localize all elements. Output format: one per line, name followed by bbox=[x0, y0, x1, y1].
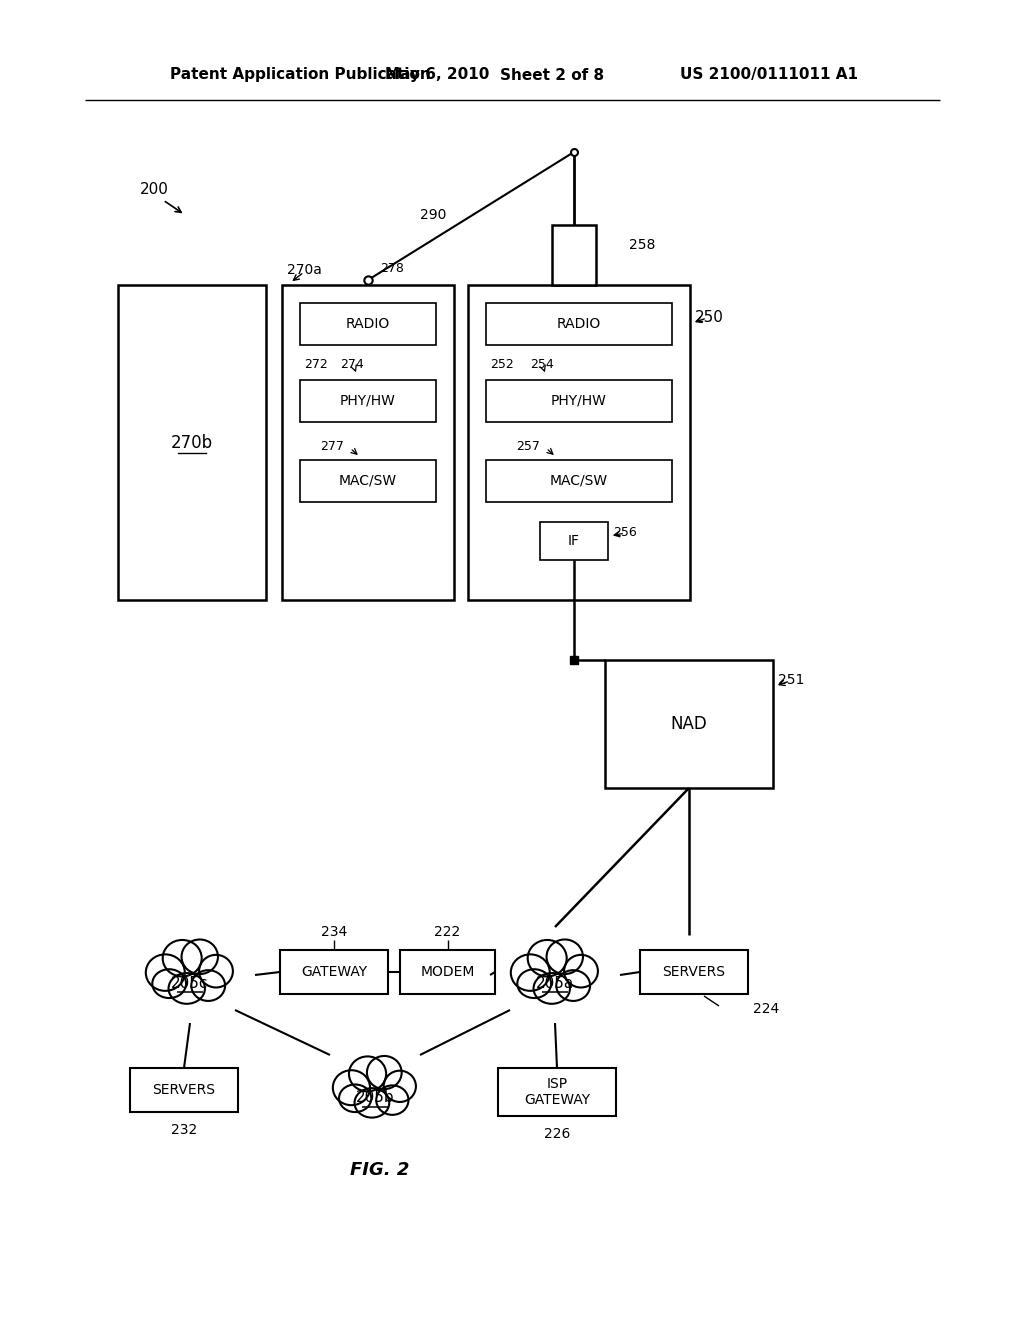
Text: MAC/SW: MAC/SW bbox=[550, 474, 608, 488]
Text: 252: 252 bbox=[490, 359, 514, 371]
Bar bbox=[640, 950, 748, 994]
Text: FIG. 2: FIG. 2 bbox=[350, 1162, 410, 1179]
Bar bbox=[338, 1067, 413, 1113]
Text: 250: 250 bbox=[695, 309, 724, 325]
Bar bbox=[300, 459, 436, 502]
Text: SERVERS: SERVERS bbox=[663, 965, 725, 979]
Text: GATEWAY: GATEWAY bbox=[301, 965, 367, 979]
Ellipse shape bbox=[153, 969, 186, 998]
Bar bbox=[151, 950, 229, 999]
Text: 234: 234 bbox=[321, 925, 347, 939]
Text: RADIO: RADIO bbox=[557, 317, 601, 331]
Text: SERVERS: SERVERS bbox=[153, 1082, 215, 1097]
Text: IF: IF bbox=[568, 535, 580, 548]
Text: MAC/SW: MAC/SW bbox=[339, 474, 397, 488]
Text: Sheet 2 of 8: Sheet 2 of 8 bbox=[500, 67, 604, 82]
Text: 251: 251 bbox=[778, 673, 805, 686]
Text: 274: 274 bbox=[340, 359, 364, 371]
Text: 224: 224 bbox=[753, 1002, 779, 1016]
Bar bbox=[552, 224, 596, 285]
Text: 205a: 205a bbox=[536, 975, 574, 990]
Text: 200: 200 bbox=[140, 182, 169, 198]
Ellipse shape bbox=[333, 1071, 370, 1105]
Text: 232: 232 bbox=[171, 1123, 198, 1137]
Text: 257: 257 bbox=[516, 441, 540, 454]
Ellipse shape bbox=[191, 970, 225, 1001]
Bar bbox=[400, 950, 495, 994]
Text: 256: 256 bbox=[613, 525, 637, 539]
Bar bbox=[605, 660, 773, 788]
Ellipse shape bbox=[163, 940, 202, 977]
Text: RADIO: RADIO bbox=[346, 317, 390, 331]
Text: 272: 272 bbox=[304, 359, 328, 371]
Bar bbox=[118, 285, 266, 601]
Ellipse shape bbox=[511, 954, 550, 991]
Bar bbox=[486, 304, 672, 345]
Text: US 2100/0111011 A1: US 2100/0111011 A1 bbox=[680, 67, 858, 82]
Text: 258: 258 bbox=[629, 238, 655, 252]
Ellipse shape bbox=[367, 1056, 401, 1089]
Bar bbox=[300, 304, 436, 345]
Ellipse shape bbox=[517, 969, 551, 998]
Bar bbox=[516, 950, 594, 999]
Text: May 6, 2010: May 6, 2010 bbox=[385, 67, 489, 82]
Ellipse shape bbox=[556, 970, 590, 1001]
Text: GATEWAY: GATEWAY bbox=[524, 1093, 590, 1107]
Bar bbox=[540, 521, 608, 560]
Text: 278: 278 bbox=[380, 261, 403, 275]
Text: 205c: 205c bbox=[171, 975, 209, 990]
Ellipse shape bbox=[564, 954, 598, 987]
Text: 290: 290 bbox=[420, 209, 446, 222]
Text: PHY/HW: PHY/HW bbox=[340, 393, 396, 408]
Ellipse shape bbox=[384, 1071, 416, 1102]
Ellipse shape bbox=[181, 940, 218, 974]
Ellipse shape bbox=[145, 954, 184, 991]
Text: 254: 254 bbox=[530, 359, 554, 371]
Text: 270a: 270a bbox=[287, 263, 322, 277]
Ellipse shape bbox=[169, 973, 205, 1003]
Ellipse shape bbox=[199, 954, 232, 987]
Ellipse shape bbox=[527, 940, 566, 977]
Text: PHY/HW: PHY/HW bbox=[551, 393, 607, 408]
Bar bbox=[468, 285, 690, 601]
Ellipse shape bbox=[547, 940, 583, 974]
Bar bbox=[498, 1068, 616, 1115]
Text: 277: 277 bbox=[319, 441, 344, 454]
Text: Patent Application Publication: Patent Application Publication bbox=[170, 67, 431, 82]
Ellipse shape bbox=[339, 1085, 372, 1111]
Ellipse shape bbox=[534, 973, 570, 1003]
Text: NAD: NAD bbox=[671, 715, 708, 733]
Text: 205b: 205b bbox=[355, 1090, 394, 1106]
Text: ISP: ISP bbox=[547, 1077, 567, 1092]
Ellipse shape bbox=[349, 1056, 386, 1092]
Bar bbox=[486, 380, 672, 422]
Bar bbox=[130, 1068, 238, 1111]
Bar bbox=[280, 950, 388, 994]
Ellipse shape bbox=[354, 1088, 389, 1118]
Bar bbox=[300, 380, 436, 422]
Text: MODEM: MODEM bbox=[420, 965, 475, 979]
Text: 270b: 270b bbox=[171, 433, 213, 451]
Ellipse shape bbox=[376, 1085, 409, 1115]
Bar bbox=[486, 459, 672, 502]
Text: 226: 226 bbox=[544, 1127, 570, 1140]
Bar bbox=[282, 285, 454, 601]
Text: 222: 222 bbox=[434, 925, 461, 939]
